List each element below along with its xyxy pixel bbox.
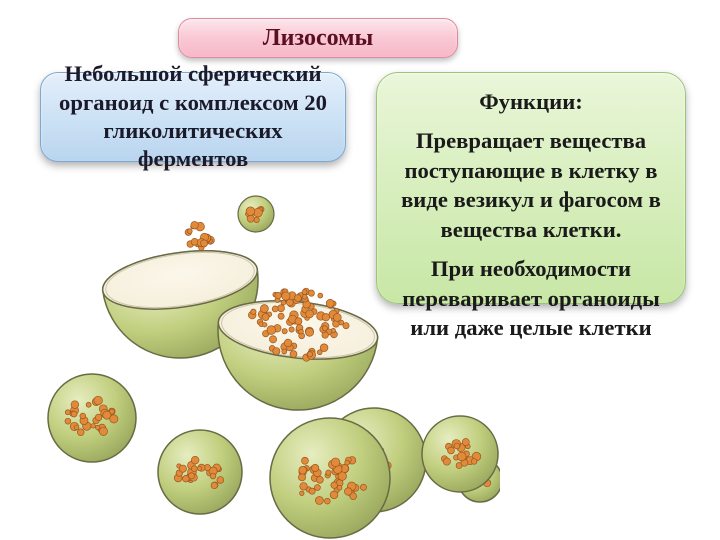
definition-box: Небольшой сферический органоид с комплек… — [40, 72, 346, 162]
vesicle-2 — [48, 374, 136, 462]
vesicle-5 — [422, 416, 500, 502]
vesicle-3 — [158, 430, 242, 514]
vesicle-4 — [270, 408, 426, 538]
title-pill: Лизосомы — [178, 18, 458, 58]
functions-heading: Функции: — [399, 87, 663, 116]
title-text: Лизосомы — [263, 25, 374, 52]
definition-text: Небольшой сферический органоид с комплек… — [59, 60, 327, 173]
lysosome-illustration — [20, 190, 500, 540]
